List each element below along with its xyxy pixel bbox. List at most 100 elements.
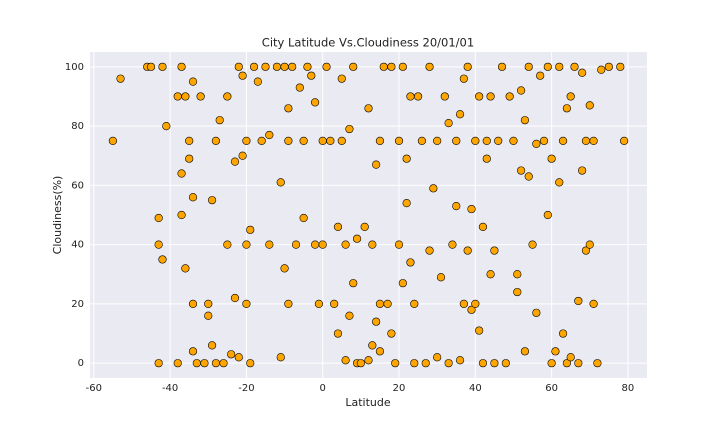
point (211, 136, 220, 146)
point (444, 359, 453, 368)
x-tick-label: -40 (162, 383, 178, 394)
point (581, 136, 591, 146)
point (597, 65, 606, 74)
point (425, 246, 434, 255)
point (513, 270, 522, 279)
chart-title: City Latitude Vs.Cloudiness 20/01/01 (262, 36, 474, 50)
x-tick-label: 80 (622, 383, 635, 394)
point (219, 359, 228, 368)
point (558, 329, 568, 338)
point (555, 178, 564, 187)
y-tick-label: 0 (78, 358, 84, 369)
point (494, 136, 503, 146)
point (555, 62, 564, 71)
point (318, 240, 327, 249)
point (475, 326, 484, 335)
point (349, 62, 358, 71)
point (391, 359, 400, 368)
point (215, 116, 224, 125)
point (276, 353, 285, 362)
point (280, 62, 289, 71)
x-tick-label: 0 (320, 383, 326, 394)
point (490, 359, 499, 368)
point (402, 199, 411, 208)
y-axis-label: Cloudiness(%) (51, 176, 64, 255)
point (207, 341, 217, 350)
point (318, 136, 327, 146)
point (364, 104, 373, 113)
point (181, 92, 190, 101)
point (238, 71, 247, 80)
point (578, 68, 587, 77)
point (200, 359, 209, 368)
point (207, 196, 217, 205)
point (181, 264, 190, 273)
point (574, 296, 583, 306)
point (517, 166, 526, 175)
point (558, 136, 568, 146)
point (589, 136, 598, 146)
point (543, 210, 552, 220)
point (246, 359, 255, 368)
point (486, 270, 495, 279)
point (253, 77, 262, 86)
point (188, 77, 198, 86)
point (333, 222, 343, 231)
point (372, 317, 381, 326)
y-tick-label: 20 (71, 299, 84, 310)
point (413, 92, 423, 101)
point (341, 240, 350, 249)
point (459, 74, 468, 83)
point (238, 151, 247, 160)
point (547, 359, 556, 368)
point (310, 98, 320, 107)
point (188, 193, 198, 202)
point (421, 359, 430, 368)
point (497, 62, 507, 71)
point (433, 353, 442, 362)
point (448, 240, 457, 249)
point (383, 299, 392, 309)
point (505, 92, 514, 101)
point (223, 92, 232, 101)
point (375, 136, 385, 146)
point (322, 62, 331, 71)
point (345, 311, 354, 320)
point (520, 116, 530, 125)
point (265, 130, 274, 140)
point (410, 299, 419, 309)
x-tick-label: 60 (545, 383, 558, 394)
point (417, 136, 427, 146)
grid (90, 52, 647, 378)
y-tick-label: 80 (71, 121, 84, 132)
point (528, 240, 537, 249)
point (242, 240, 251, 249)
x-tick-label: -20 (238, 383, 254, 394)
point (452, 202, 461, 211)
point (185, 136, 194, 146)
point (394, 136, 404, 146)
point (394, 240, 404, 249)
point (173, 92, 182, 101)
point (177, 169, 186, 178)
point (158, 62, 167, 71)
point (581, 246, 591, 255)
point (368, 240, 377, 249)
point (410, 359, 419, 368)
point (257, 136, 266, 146)
point (455, 110, 465, 119)
point (154, 359, 163, 368)
y-tick-label: 100 (65, 62, 84, 73)
point (536, 71, 545, 80)
point (620, 136, 629, 146)
point (562, 104, 571, 113)
point (177, 210, 186, 220)
point (295, 83, 304, 92)
point (532, 139, 541, 148)
point (459, 299, 468, 309)
point (368, 341, 377, 350)
point (154, 213, 163, 223)
point (230, 157, 240, 166)
point (455, 356, 465, 365)
point (196, 92, 205, 101)
